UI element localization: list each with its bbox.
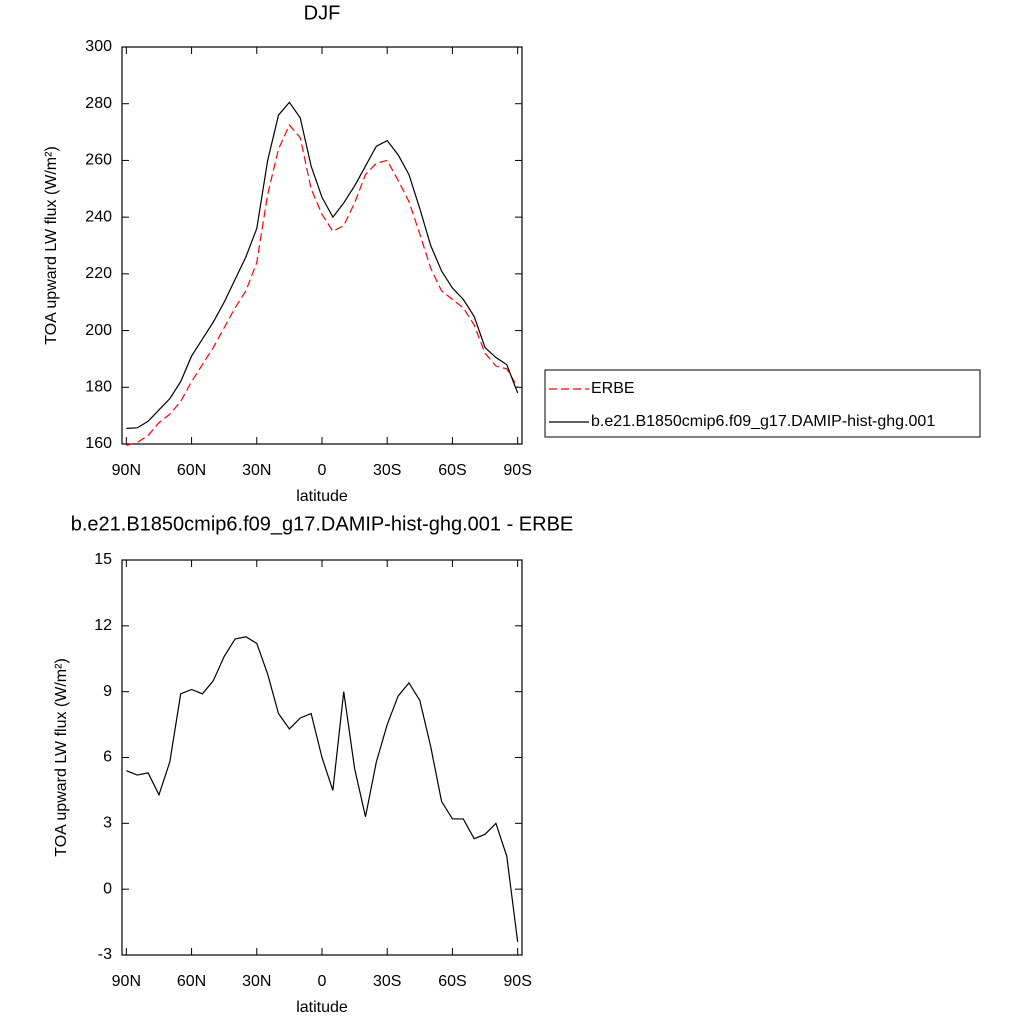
x-tick-label: 30S: [373, 462, 401, 479]
y-tick-label: 12: [94, 617, 112, 634]
y-tick-label: 9: [103, 683, 112, 700]
y-tick-label: 220: [85, 265, 112, 282]
y-tick-label: 300: [85, 38, 112, 55]
y-tick-label: 0: [103, 880, 112, 897]
y-tick-label: 280: [85, 95, 112, 112]
x-tick-label: 30N: [242, 973, 271, 990]
x-tick-label: 0: [318, 973, 327, 990]
x-tick-label: 60N: [177, 973, 206, 990]
x-axis-label: latitude: [296, 488, 348, 505]
y-tick-label: 200: [85, 322, 112, 339]
y-tick-label: 6: [103, 749, 112, 766]
y-tick-label: 260: [85, 152, 112, 169]
y-axis-label: TOA upward LW flux (W/m²): [43, 146, 60, 345]
chart-title: DJF: [304, 2, 341, 24]
legend-label: b.e21.B1850cmip6.f09_g17.DAMIP-hist-ghg.…: [591, 413, 935, 430]
x-axis-label: latitude: [296, 999, 348, 1016]
data-line: [126, 123, 519, 447]
plot-frame: [121, 46, 523, 445]
y-tick-label: 240: [85, 208, 112, 225]
y-tick-label: -3: [98, 946, 112, 963]
y-axis-label: TOA upward LW flux (W/m²): [53, 658, 70, 857]
legend-label: ERBE: [591, 380, 635, 397]
x-tick-label: 90S: [503, 462, 531, 479]
data-line: [126, 101, 519, 429]
x-tick-label: 60N: [177, 462, 206, 479]
legend-box: [544, 369, 981, 438]
y-tick-label: 160: [85, 435, 112, 452]
x-tick-label: 30N: [242, 462, 271, 479]
x-tick-label: 60S: [438, 462, 466, 479]
data-line: [126, 636, 519, 942]
chart-title: b.e21.B1850cmip6.f09_g17.DAMIP-hist-ghg.…: [71, 513, 574, 535]
x-tick-label: 0: [318, 462, 327, 479]
y-tick-label: 15: [94, 551, 112, 568]
x-tick-label: 30S: [373, 973, 401, 990]
y-tick-label: 180: [85, 379, 112, 396]
x-tick-label: 90N: [112, 973, 141, 990]
x-tick-label: 90S: [503, 973, 531, 990]
y-tick-label: 3: [103, 815, 112, 832]
x-tick-label: 60S: [438, 973, 466, 990]
x-tick-label: 90N: [112, 462, 141, 479]
